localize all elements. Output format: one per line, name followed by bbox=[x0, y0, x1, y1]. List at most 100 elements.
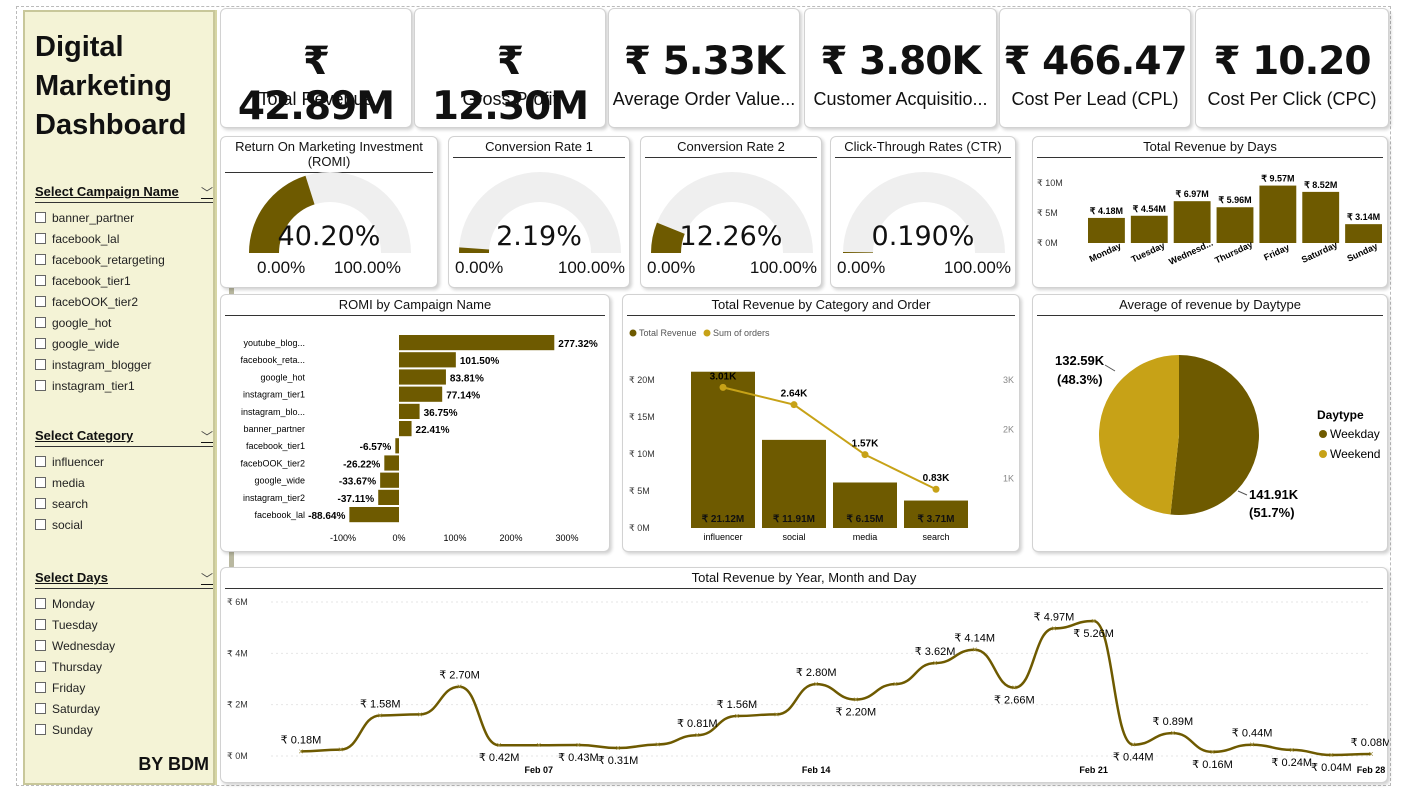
legend-label[interactable]: Weekend bbox=[1330, 447, 1380, 461]
kpi-card[interactable]: ₹ 42.89M Total Revenue bbox=[220, 8, 412, 129]
point-marker[interactable]: × bbox=[1249, 740, 1254, 750]
point-marker[interactable]: × bbox=[1210, 747, 1215, 757]
checkbox-icon[interactable] bbox=[35, 359, 46, 370]
checkbox-icon[interactable] bbox=[35, 254, 46, 265]
days-slicer-header[interactable]: Select Days ﹀ bbox=[35, 570, 213, 589]
bar[interactable] bbox=[399, 421, 412, 437]
category-slicer-header[interactable]: Select Category ﹀ bbox=[35, 428, 213, 447]
point-marker[interactable]: × bbox=[1170, 728, 1175, 738]
revenue-by-category-card[interactable]: Total Revenue by Category and Order Tota… bbox=[622, 294, 1020, 552]
category-option[interactable]: influencer bbox=[35, 451, 213, 472]
bar[interactable] bbox=[904, 500, 968, 528]
point-marker[interactable]: × bbox=[1368, 749, 1373, 759]
point-marker[interactable]: × bbox=[695, 730, 700, 740]
orders-point[interactable] bbox=[932, 485, 940, 493]
bar[interactable] bbox=[399, 335, 555, 351]
bar[interactable] bbox=[1088, 217, 1125, 243]
checkbox-icon[interactable] bbox=[35, 598, 46, 609]
point-marker[interactable]: × bbox=[893, 679, 898, 689]
campaign-option[interactable]: facebook_retargeting bbox=[35, 249, 213, 270]
point-marker[interactable]: × bbox=[734, 711, 739, 721]
campaign-option[interactable]: google_wide bbox=[35, 333, 213, 354]
category-option[interactable]: media bbox=[35, 472, 213, 493]
orders-point[interactable] bbox=[790, 401, 798, 409]
sidebar-scroll-handle-2[interactable] bbox=[229, 548, 234, 568]
category-option[interactable]: social bbox=[35, 514, 213, 535]
checkbox-icon[interactable] bbox=[35, 724, 46, 735]
checkbox-icon[interactable] bbox=[35, 519, 46, 530]
orders-point[interactable] bbox=[719, 383, 727, 391]
checkbox-icon[interactable] bbox=[35, 640, 46, 651]
checkbox-icon[interactable] bbox=[35, 661, 46, 672]
kpi-card[interactable]: ₹ 5.33K Average Order Value... bbox=[608, 8, 800, 128]
checkbox-icon[interactable] bbox=[35, 619, 46, 630]
bar[interactable] bbox=[762, 439, 826, 528]
checkbox-icon[interactable] bbox=[35, 317, 46, 328]
campaign-option[interactable]: facebOOK_tier2 bbox=[35, 291, 213, 312]
bar[interactable] bbox=[1259, 185, 1297, 243]
kpi-card[interactable]: ₹ 12.30M Gross Profit bbox=[414, 8, 606, 129]
days-option[interactable]: Sunday bbox=[35, 719, 213, 740]
revenue-by-daytype-card[interactable]: Average of revenue by Daytype 141.91K (51… bbox=[1032, 294, 1388, 552]
days-option[interactable]: Tuesday bbox=[35, 614, 213, 635]
days-option[interactable]: Monday bbox=[35, 593, 213, 614]
checkbox-icon[interactable] bbox=[35, 338, 46, 349]
kpi-card[interactable]: ₹ 3.80K Customer Acquisitio... bbox=[804, 8, 997, 128]
bar[interactable] bbox=[399, 352, 456, 368]
gauge-card[interactable]: Return On Marketing Investment (ROMI) 40.… bbox=[220, 136, 438, 288]
point-marker[interactable]: × bbox=[576, 740, 581, 750]
point-marker[interactable]: × bbox=[774, 709, 779, 719]
chevron-down-icon[interactable]: ﹀ bbox=[200, 430, 213, 444]
romi-by-campaign-card[interactable]: ROMI by Campaign Name youtube_blog... 277… bbox=[220, 294, 610, 552]
pie-slice[interactable] bbox=[1170, 355, 1259, 515]
revenue-by-days-card[interactable]: Total Revenue by Days ₹ 10M ₹ 5M ₹ 0M ₹ 4.1… bbox=[1032, 136, 1388, 288]
checkbox-icon[interactable] bbox=[35, 682, 46, 693]
checkbox-icon[interactable] bbox=[35, 296, 46, 307]
point-marker[interactable]: × bbox=[338, 745, 343, 755]
gauge-card[interactable]: Click-Through Rates (CTR) 0.190% 0.00% 100.… bbox=[830, 136, 1016, 288]
bar[interactable] bbox=[380, 472, 399, 488]
campaign-option[interactable]: instagram_blogger bbox=[35, 354, 213, 375]
bar[interactable] bbox=[691, 371, 755, 528]
campaign-option[interactable]: google_hot bbox=[35, 312, 213, 333]
bar[interactable] bbox=[399, 403, 420, 419]
checkbox-icon[interactable] bbox=[35, 703, 46, 714]
bar[interactable] bbox=[1302, 191, 1340, 243]
pie-slice[interactable] bbox=[1098, 355, 1179, 515]
point-marker[interactable]: × bbox=[853, 695, 858, 705]
point-marker[interactable]: × bbox=[457, 682, 462, 692]
kpi-card[interactable]: ₹ 466.47 Cost Per Lead (CPL) bbox=[999, 8, 1191, 128]
point-marker[interactable]: × bbox=[932, 658, 937, 668]
campaign-option[interactable]: instagram_tier1 bbox=[35, 375, 213, 396]
bar[interactable] bbox=[833, 482, 897, 528]
bar[interactable] bbox=[384, 455, 399, 471]
point-marker[interactable]: × bbox=[814, 679, 819, 689]
revenue-timeline-card[interactable]: Total Revenue by Year, Month and Day ₹ 6… bbox=[220, 567, 1389, 783]
point-marker[interactable]: × bbox=[1329, 750, 1334, 760]
checkbox-icon[interactable] bbox=[35, 275, 46, 286]
days-option[interactable]: Wednesday bbox=[35, 635, 213, 656]
bar[interactable] bbox=[1130, 215, 1168, 243]
point-marker[interactable]: × bbox=[497, 740, 502, 750]
days-option[interactable]: Thursday bbox=[35, 656, 213, 677]
gauge-card[interactable]: Conversion Rate 2 12.26% 0.00% 100.00% bbox=[640, 136, 822, 288]
point-marker[interactable]: × bbox=[536, 740, 541, 750]
days-option[interactable]: Saturday bbox=[35, 698, 213, 719]
point-marker[interactable]: × bbox=[1051, 623, 1056, 633]
checkbox-icon[interactable] bbox=[35, 498, 46, 509]
category-option[interactable]: search bbox=[35, 493, 213, 514]
bar[interactable] bbox=[395, 438, 399, 454]
chevron-down-icon[interactable]: ﹀ bbox=[200, 572, 213, 586]
point-marker[interactable]: × bbox=[1289, 745, 1294, 755]
point-marker[interactable]: × bbox=[298, 746, 303, 756]
checkbox-icon[interactable] bbox=[35, 212, 46, 223]
point-marker[interactable]: × bbox=[378, 710, 383, 720]
bar[interactable] bbox=[399, 369, 446, 385]
checkbox-icon[interactable] bbox=[35, 456, 46, 467]
checkbox-icon[interactable] bbox=[35, 477, 46, 488]
checkbox-icon[interactable] bbox=[35, 380, 46, 391]
point-marker[interactable]: × bbox=[1091, 616, 1096, 626]
bar[interactable] bbox=[399, 386, 443, 402]
bar[interactable] bbox=[1216, 207, 1254, 243]
point-marker[interactable]: × bbox=[972, 645, 977, 655]
